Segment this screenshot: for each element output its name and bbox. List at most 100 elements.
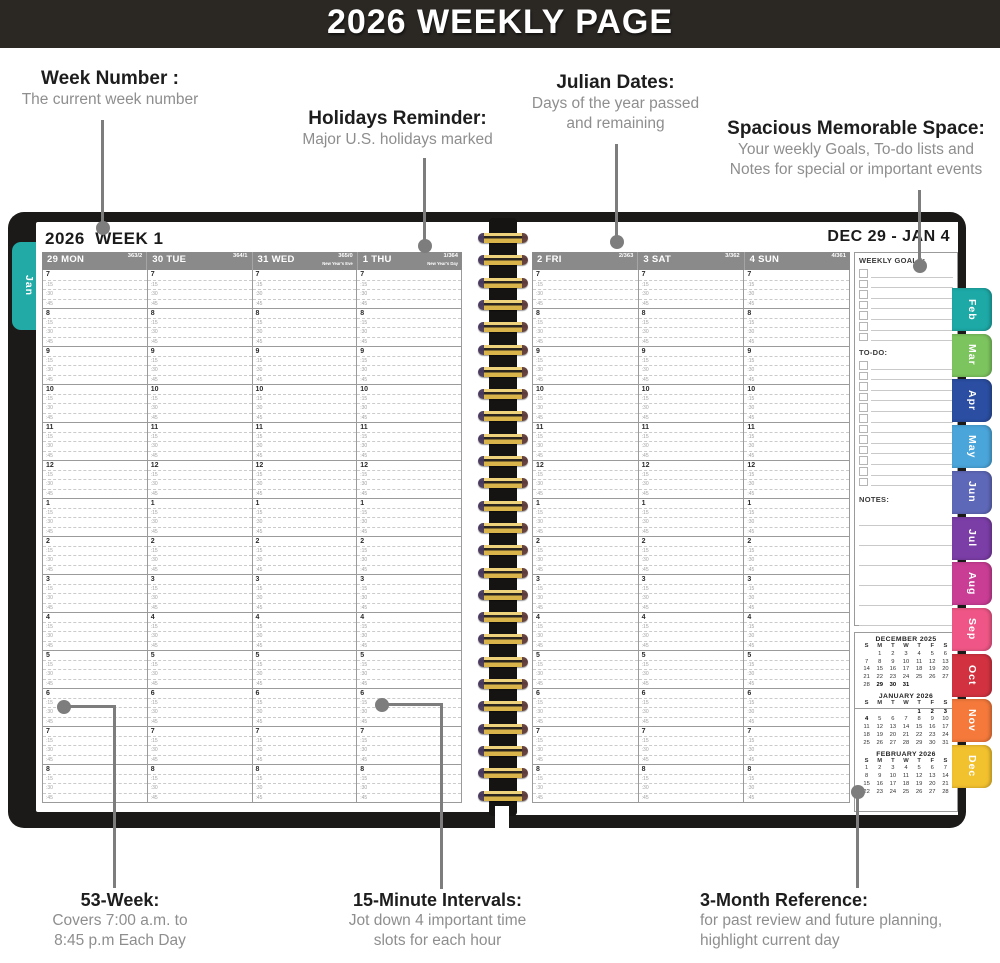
quarter-row: :30 [252, 707, 357, 717]
quarter-row: :15 [533, 317, 638, 328]
quarter-row: :45 [744, 678, 850, 689]
hour-row: 7 [533, 726, 638, 736]
hour-row: 1 [533, 498, 638, 508]
quarter-row: :15 [533, 659, 638, 670]
hour-row: 3 [43, 574, 147, 584]
callout-connector [440, 703, 443, 889]
hour-row: 2 [43, 536, 147, 546]
quarter-row: :45 [533, 412, 638, 423]
quarter-row: :45 [252, 374, 357, 385]
hour-row: 9 [252, 346, 357, 356]
spiral-loop [478, 433, 528, 444]
day-column-header: 1 THU 1/364 New Year's Day [356, 252, 462, 270]
julian-date: 2/363 [618, 253, 634, 259]
left-schedule-grid: 7:15:30:45 8:15:30:45 9:15:30:45 10:15:30:4… [42, 270, 462, 803]
callout-title: 15-Minute Intervals: [352, 890, 523, 910]
quarter-row: :15 [252, 697, 357, 708]
quarter-row: :15 [252, 507, 357, 518]
quarter-row: :45 [357, 754, 461, 765]
quarter-row: :15 [533, 621, 638, 632]
hour-row: 9 [43, 346, 147, 356]
month-tab-label: Feb [966, 298, 978, 321]
hour-row: 10 [43, 384, 147, 394]
quarter-row: :30 [43, 403, 147, 413]
callout-desc: and remaining [566, 115, 665, 132]
callout-dot [913, 259, 927, 273]
day-column: 7:15:30:45 8:15:30:45 9:15:30:45 10:15:30:4… [146, 270, 252, 802]
checkbox [859, 467, 868, 476]
quarter-row: :30 [638, 783, 744, 793]
hour-row: 1 [252, 498, 357, 508]
quarter-row: :30 [638, 441, 744, 451]
quarter-row: :15 [357, 735, 461, 746]
left-page: 2026 WEEK 1 29 MON 363/2 30 TUE 364/1 31 WED… [36, 222, 490, 812]
hour-row: 7 [536, 271, 540, 278]
month-tab-label: Mar [966, 344, 978, 367]
quarter-row: :15 [357, 507, 461, 518]
quarter-row: :45 [43, 640, 147, 651]
quarter-row: :30 [147, 745, 252, 755]
month-tab-label: Nov [966, 709, 978, 733]
quarter-row: :45 [533, 754, 638, 765]
callout-desc: highlight current day [700, 932, 840, 949]
note-line [859, 586, 953, 606]
hour-row: 5 [357, 650, 461, 660]
callout-desc: 8:45 p.m Each Day [54, 932, 186, 949]
day-column: 7:15:30:45 8:15:30:45 9:15:30:45 10:15:30:4… [356, 270, 461, 802]
quarter-row: :15 [357, 773, 461, 784]
quarter-row: :15 [43, 583, 147, 594]
quarter-row: :45 [638, 716, 744, 727]
mini-calendar-week: 11 12 13 14 15 16 17 [863, 724, 949, 731]
mini-calendar: FEBRUARY 2026 S M T W T F S 1 2 3 4 5 6 7 8 9 10 11 12 13 14 1… [855, 748, 957, 797]
day-label: 1 THU [362, 254, 392, 265]
quarter-row: :15 [147, 659, 252, 670]
julian-date: 365/0 [338, 253, 353, 259]
quarter-row: :45 [638, 412, 744, 423]
month-tab-oct: Oct [952, 653, 992, 697]
todo-row [855, 465, 957, 476]
quarter-row: :45 [43, 374, 147, 385]
quarter-row: :15 [638, 621, 744, 632]
callout-holidays-reminder: Holidays Reminder: Major U.S. holidays m… [290, 108, 505, 150]
hour-row: 5 [533, 650, 638, 660]
callout-connector [918, 190, 921, 264]
hour-row: 1 [744, 498, 850, 508]
hour-row: 12 [744, 460, 850, 470]
quarter-row: :30 [252, 403, 357, 413]
checkbox [859, 435, 868, 444]
note-line [859, 526, 953, 546]
quarter-row: :30 [744, 441, 850, 451]
quarter-row: :30 [252, 289, 357, 299]
quarter-row: :45 [744, 792, 850, 803]
quarter-row: :15 [147, 697, 252, 708]
hour-row: 2 [252, 536, 357, 546]
quarter-row: :15 [533, 583, 638, 594]
quarter-row: :45 [147, 374, 252, 385]
month-tab-nov: Nov [952, 699, 992, 743]
right-day-headers: 2 FRI 2/363 3 SAT 3/362 4 SUN 4/361 [532, 252, 850, 270]
hour-row: 8 [744, 308, 850, 318]
callout-connector [382, 703, 443, 706]
quarter-row: :30 [533, 479, 638, 489]
hour-row: 8 [43, 764, 147, 774]
todo-row [855, 380, 957, 391]
month-tab-label: Dec [966, 755, 978, 778]
quarter-row: :30 [252, 441, 357, 451]
quarter-row: :45 [147, 602, 252, 613]
write-line [870, 270, 953, 278]
quarter-row: :15 [744, 545, 850, 556]
callout-connector [423, 158, 426, 244]
todo-row [855, 359, 957, 370]
quarter-row: :15 [638, 507, 744, 518]
hour-row: 4 [744, 612, 850, 622]
quarter-row: :30 [252, 365, 357, 375]
write-line [870, 383, 953, 391]
hour-row: 7 [638, 726, 744, 736]
month-tab-feb: Feb [952, 288, 992, 331]
hour-row: 6 [43, 688, 147, 698]
write-line [870, 372, 953, 381]
todo-row [855, 391, 957, 402]
spiral-loop [478, 545, 528, 556]
quarter-row: :45 [43, 602, 147, 613]
